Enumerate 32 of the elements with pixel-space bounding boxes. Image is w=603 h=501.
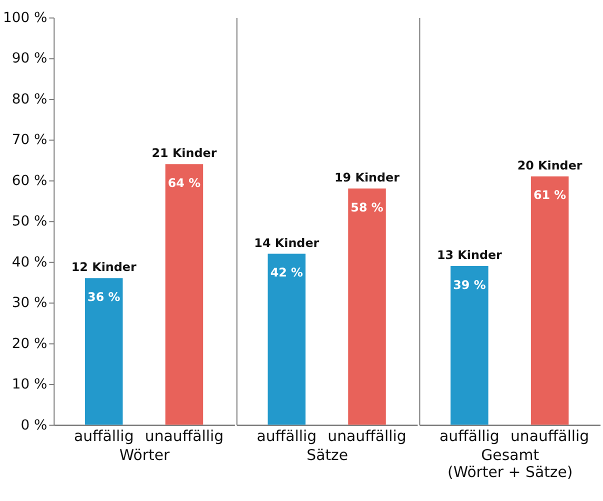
y-tick-label: 10 %: [12, 376, 48, 393]
x-tick-label: auffällig: [74, 427, 134, 446]
annotation: 14 Kinder: [254, 236, 320, 250]
annotation: 13 Kinder: [436, 248, 502, 262]
x-axis-title: Gesamt (Wörter + Sätze): [448, 446, 573, 481]
annotation: 21 Kinder: [152, 146, 217, 160]
x-tick-label: unauffällig: [144, 427, 224, 446]
y-tick-label: 0 %: [20, 417, 48, 434]
data-label: 61 %: [533, 188, 566, 202]
y-tick-label: 60 %: [12, 172, 48, 189]
x-axis-title: Sätze: [306, 446, 348, 464]
x-axis-title: Wörter: [119, 446, 171, 464]
annotation: 20 Kinder: [517, 158, 582, 172]
x-tick-label: unauffällig: [328, 427, 406, 446]
data-label: 58 %: [350, 200, 384, 214]
data-label: 36 %: [88, 290, 120, 304]
y-tick-label: 50 %: [12, 214, 48, 230]
x-tick-label: auffällig: [440, 427, 500, 446]
annotation: 12 Kinder: [71, 260, 136, 274]
data-label: 64 %: [168, 176, 201, 190]
annotation: 19 Kinder: [334, 170, 400, 185]
y-tick-label: 90 %: [12, 50, 48, 67]
y-tick-label: 40 %: [12, 254, 48, 270]
y-tick-label: 20 %: [12, 336, 48, 352]
y-tick-label: 80 %: [12, 91, 48, 108]
y-tick-label: 30 %: [12, 295, 48, 312]
x-tick-label: auffällig: [256, 427, 317, 446]
data-label: 39 %: [453, 278, 486, 292]
x-tick-label: unauffällig: [510, 427, 590, 446]
data-label: 42 %: [270, 266, 304, 280]
y-tick-label: 100 %: [3, 10, 48, 26]
y-tick-label: 70 %: [12, 132, 48, 148]
